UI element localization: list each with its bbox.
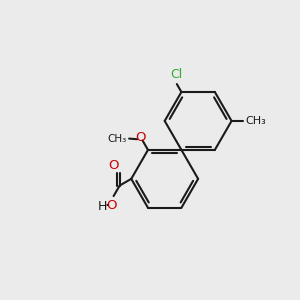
Text: Cl: Cl xyxy=(170,68,182,81)
Text: O: O xyxy=(135,131,145,145)
Text: CH₃: CH₃ xyxy=(245,116,266,126)
Text: O: O xyxy=(106,199,116,212)
Text: O: O xyxy=(108,159,119,172)
Text: ·: · xyxy=(104,199,109,214)
Text: CH₃: CH₃ xyxy=(107,134,127,144)
Text: H: H xyxy=(98,200,107,213)
